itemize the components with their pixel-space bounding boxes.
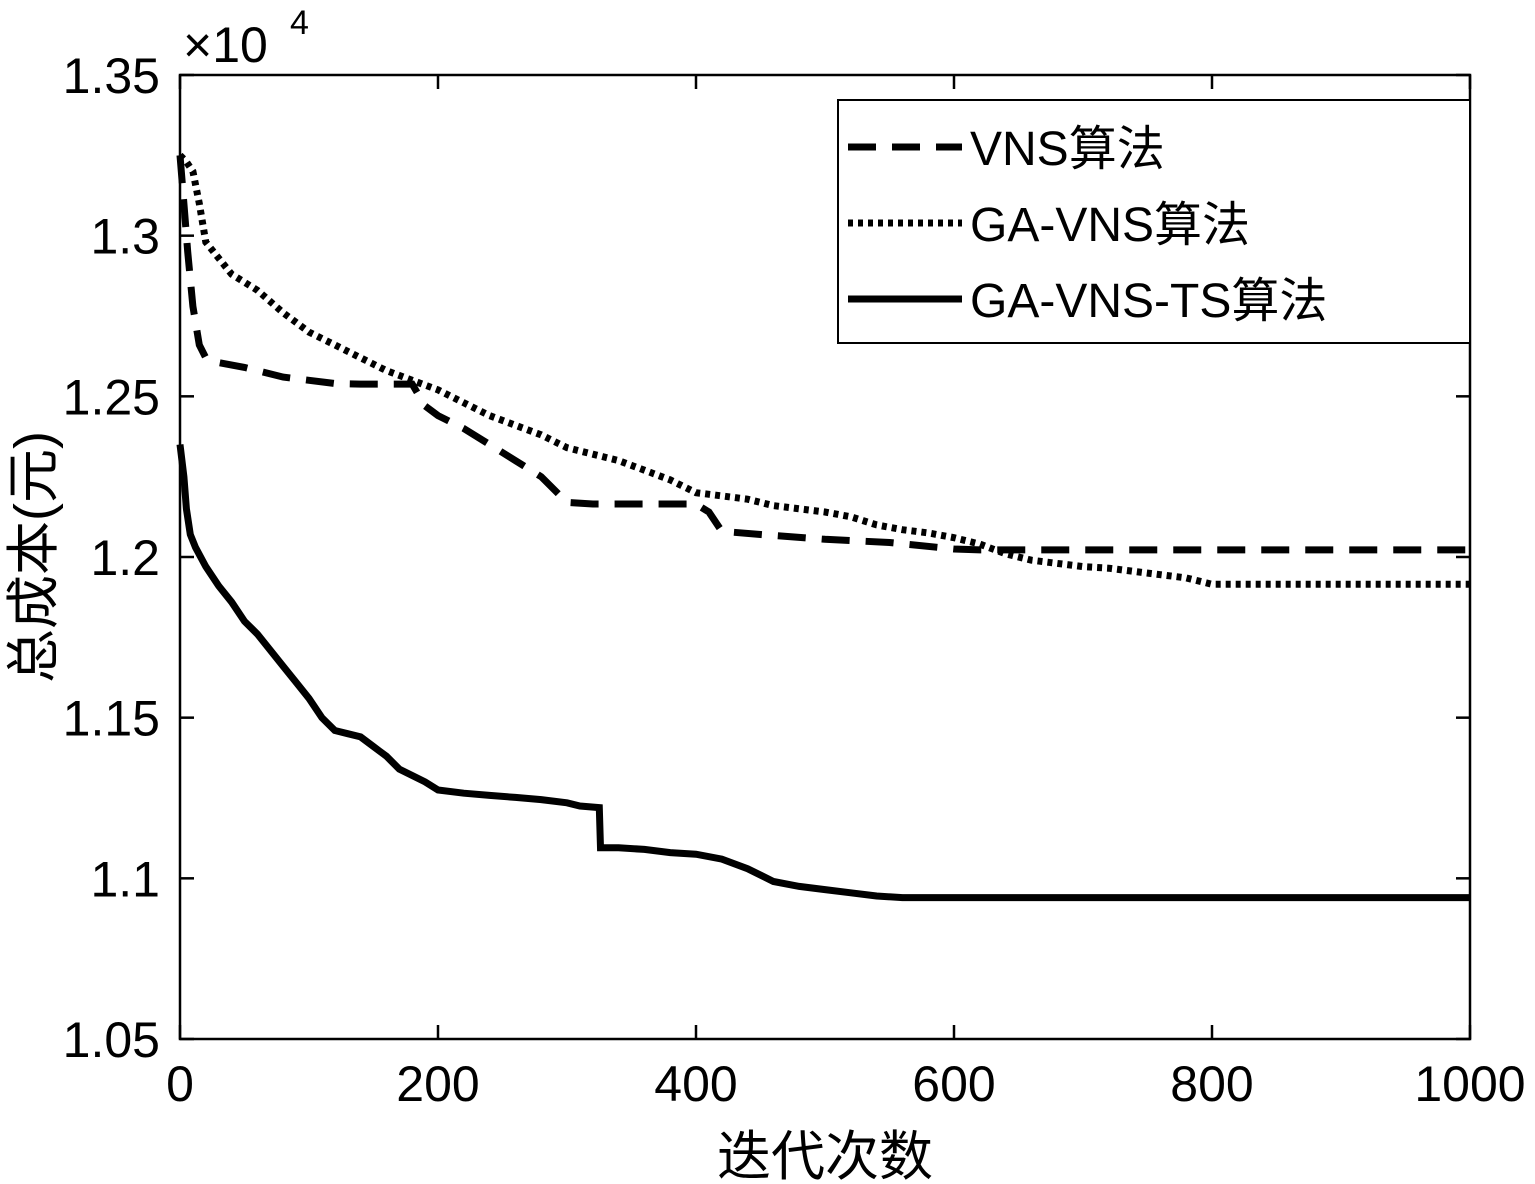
x-tick-label: 1000 (1414, 1056, 1525, 1112)
x-tick-label: 200 (396, 1056, 479, 1112)
y-exponent-power: 4 (290, 4, 309, 42)
y-exponent-base: ×10 (183, 17, 268, 73)
x-tick-label: 0 (166, 1056, 194, 1112)
x-axis-title: 迭代次数 (717, 1127, 933, 1184)
x-tick-label: 600 (912, 1056, 995, 1112)
y-tick-label: 1.3 (90, 209, 160, 265)
series-line-ga-vns (177, 152, 1470, 588)
legend-label-ga-vns-ts: GA-VNS-TS算法 (970, 275, 1327, 328)
x-tick-label: 800 (1170, 1056, 1253, 1112)
series-line-ga-vns-ts (176, 444, 1470, 902)
legend-label-vns: VNS算法 (970, 123, 1165, 176)
series-layer (176, 152, 1470, 902)
y-axis-title: 总成本(元) (4, 431, 64, 683)
y-tick-label: 1.05 (63, 1012, 160, 1068)
y-tick-label: 1.25 (63, 369, 160, 425)
y-tick-label: 1.15 (63, 691, 160, 747)
x-tick-labels: 0 200 400 600 800 1000 (166, 1056, 1526, 1112)
legend-label-ga-vns: GA-VNS算法 (970, 199, 1250, 252)
y-tick-label: 1.1 (90, 851, 160, 907)
y-exponent: ×10 4 (183, 4, 309, 73)
y-tick-labels: 1.05 1.1 1.15 1.2 1.25 1.3 1.35 (63, 48, 160, 1068)
y-tick-label: 1.2 (90, 530, 160, 586)
legend: VNS算法 GA-VNS算法 GA-VNS-TS算法 (837, 99, 1471, 344)
x-tick-label: 400 (654, 1056, 737, 1112)
y-tick-label: 1.35 (63, 48, 160, 104)
plot-frame (178, 73, 1472, 1041)
series-line-vns (176, 155, 1470, 554)
